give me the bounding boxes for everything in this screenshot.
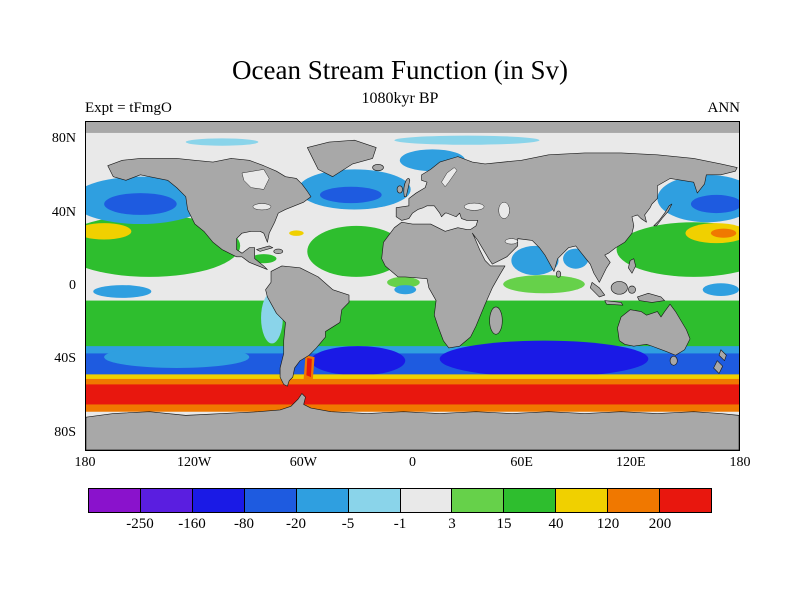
world-map bbox=[86, 122, 739, 450]
lat-axis: 80N 40N 0 40S 80S bbox=[38, 121, 80, 451]
colorbar bbox=[88, 488, 712, 513]
colorbar-tick-label: 15 bbox=[496, 516, 512, 532]
lon-tick-label: 120E bbox=[616, 455, 646, 470]
caspian-sea bbox=[498, 201, 510, 219]
colorbar-tick-label: 120 bbox=[596, 516, 620, 532]
lon-tick-label: 120W bbox=[177, 455, 212, 470]
colorbar-tick-label: -80 bbox=[234, 516, 254, 532]
inland-seas bbox=[241, 167, 518, 245]
hispaniola bbox=[273, 248, 284, 254]
colorbar-cell bbox=[504, 489, 557, 512]
kuroshio-orange-core bbox=[710, 228, 737, 238]
great-lakes bbox=[252, 203, 272, 211]
lat-tick-label: 80S bbox=[54, 424, 76, 440]
madagascar bbox=[489, 306, 503, 335]
acc-yellow-edge bbox=[86, 374, 739, 380]
new-guinea bbox=[637, 292, 665, 303]
tasmania bbox=[669, 355, 678, 366]
equatorial-pacific-cyan-west bbox=[702, 283, 739, 297]
equatorial-indian-green bbox=[503, 275, 585, 294]
lon-tick-label: 60W bbox=[289, 455, 317, 470]
cuba bbox=[256, 245, 274, 252]
lat-tick-label: 0 bbox=[69, 278, 76, 293]
colorbar-tick-label: -250 bbox=[126, 516, 154, 532]
colorbar-cell bbox=[192, 489, 245, 512]
ocean-field bbox=[86, 122, 739, 450]
colorbar-tick-label: -160 bbox=[178, 516, 206, 532]
south-atlantic-dark-blue bbox=[310, 346, 406, 376]
lon-tick-label: 60E bbox=[510, 455, 533, 470]
colorbar-cell bbox=[244, 489, 297, 512]
north-atlantic-gyre-green bbox=[307, 225, 406, 277]
continent-afro-eurasia bbox=[381, 152, 738, 349]
chart-title: Ocean Stream Function (in Sv) bbox=[232, 55, 568, 85]
japan bbox=[653, 203, 673, 227]
south-transition-cyan-band bbox=[86, 346, 739, 358]
iceland bbox=[372, 164, 384, 172]
arctic-gray-strip bbox=[86, 122, 739, 133]
borneo bbox=[610, 281, 628, 295]
colorbar-cell bbox=[660, 489, 712, 512]
colorbar-area: -250 -160 -80 -20 -5 -1 3 15 40 120 200 bbox=[88, 488, 712, 537]
persian-gulf bbox=[504, 238, 518, 245]
lon-tick-label: 180 bbox=[729, 455, 751, 470]
great-britain bbox=[403, 178, 411, 198]
colorbar-cell bbox=[140, 489, 193, 512]
colorbar-cell bbox=[89, 489, 141, 512]
colorbar-tick-label: 40 bbox=[548, 516, 564, 532]
sumatra bbox=[589, 282, 606, 298]
experiment-label: Expt = tFmgO bbox=[85, 100, 172, 116]
new-zealand-south bbox=[713, 360, 723, 374]
colorbar-cell bbox=[296, 489, 349, 512]
lat-tick-label: 40N bbox=[51, 204, 76, 220]
falkland-current-red bbox=[306, 357, 312, 378]
southeast-pacific-cyan bbox=[104, 346, 250, 368]
south-indian-dark-blue bbox=[439, 340, 649, 378]
lon-tick-label: 0 bbox=[409, 455, 416, 470]
colorbar-cell bbox=[608, 489, 661, 512]
gulf-of-guinea-green bbox=[387, 276, 420, 288]
lon-tick-label: 180 bbox=[74, 455, 96, 470]
east-pacific-yellow-patch bbox=[86, 223, 132, 240]
lat-tick-label: 40S bbox=[54, 351, 76, 367]
colorbar-tick-label: 200 bbox=[648, 516, 672, 532]
java bbox=[604, 300, 624, 306]
season-label: ANN bbox=[707, 100, 741, 116]
philippines bbox=[628, 258, 636, 274]
colorbar-tick-label: -1 bbox=[393, 516, 407, 532]
new-zealand-north bbox=[718, 349, 727, 362]
arctic-cyan-streak-canada bbox=[185, 138, 259, 146]
colorbar-cell bbox=[556, 489, 609, 512]
acc-red-core bbox=[86, 384, 739, 405]
gulf-stream-yellow-speck bbox=[289, 230, 304, 236]
colorbar-tick-label: -20 bbox=[286, 516, 306, 532]
hudson-bay bbox=[241, 169, 270, 190]
colorbar-cell bbox=[452, 489, 505, 512]
colorbar-labels: -250 -160 -80 -20 -5 -1 3 15 40 120 200 bbox=[88, 513, 712, 537]
black-sea bbox=[463, 202, 485, 211]
greenland bbox=[306, 139, 377, 177]
baltic-sea bbox=[441, 167, 458, 188]
sri-lanka bbox=[555, 270, 562, 278]
continent-antarctica bbox=[86, 393, 739, 450]
colorbar-tick-label: -5 bbox=[341, 516, 355, 532]
subpolar-north-atlantic-blue-core bbox=[319, 186, 382, 204]
continent-australia bbox=[617, 303, 691, 356]
lon-axis: 180 120W 60W 0 60E 120E 180 bbox=[75, 453, 751, 475]
continent-south-america bbox=[265, 265, 350, 387]
colorbar-cell bbox=[348, 489, 401, 512]
lat-tick-label: 80N bbox=[51, 131, 76, 147]
equatorial-pacific-cyan-east bbox=[93, 285, 152, 298]
chart-subtitle: 1080kyr BP bbox=[361, 90, 439, 107]
colorbar-tick-label: 3 bbox=[448, 516, 456, 532]
colorbar-cell bbox=[400, 489, 453, 512]
sulawesi bbox=[628, 285, 636, 294]
arctic-cyan-streak-eurasia bbox=[394, 135, 540, 145]
equatorial-atlantic-cyan bbox=[394, 285, 417, 295]
map-plot-area bbox=[85, 121, 740, 451]
subpolar-north-pacific-blue-core-east bbox=[104, 193, 177, 215]
ireland bbox=[396, 185, 403, 194]
subpolar-north-pacific-blue-core-west bbox=[690, 194, 739, 214]
